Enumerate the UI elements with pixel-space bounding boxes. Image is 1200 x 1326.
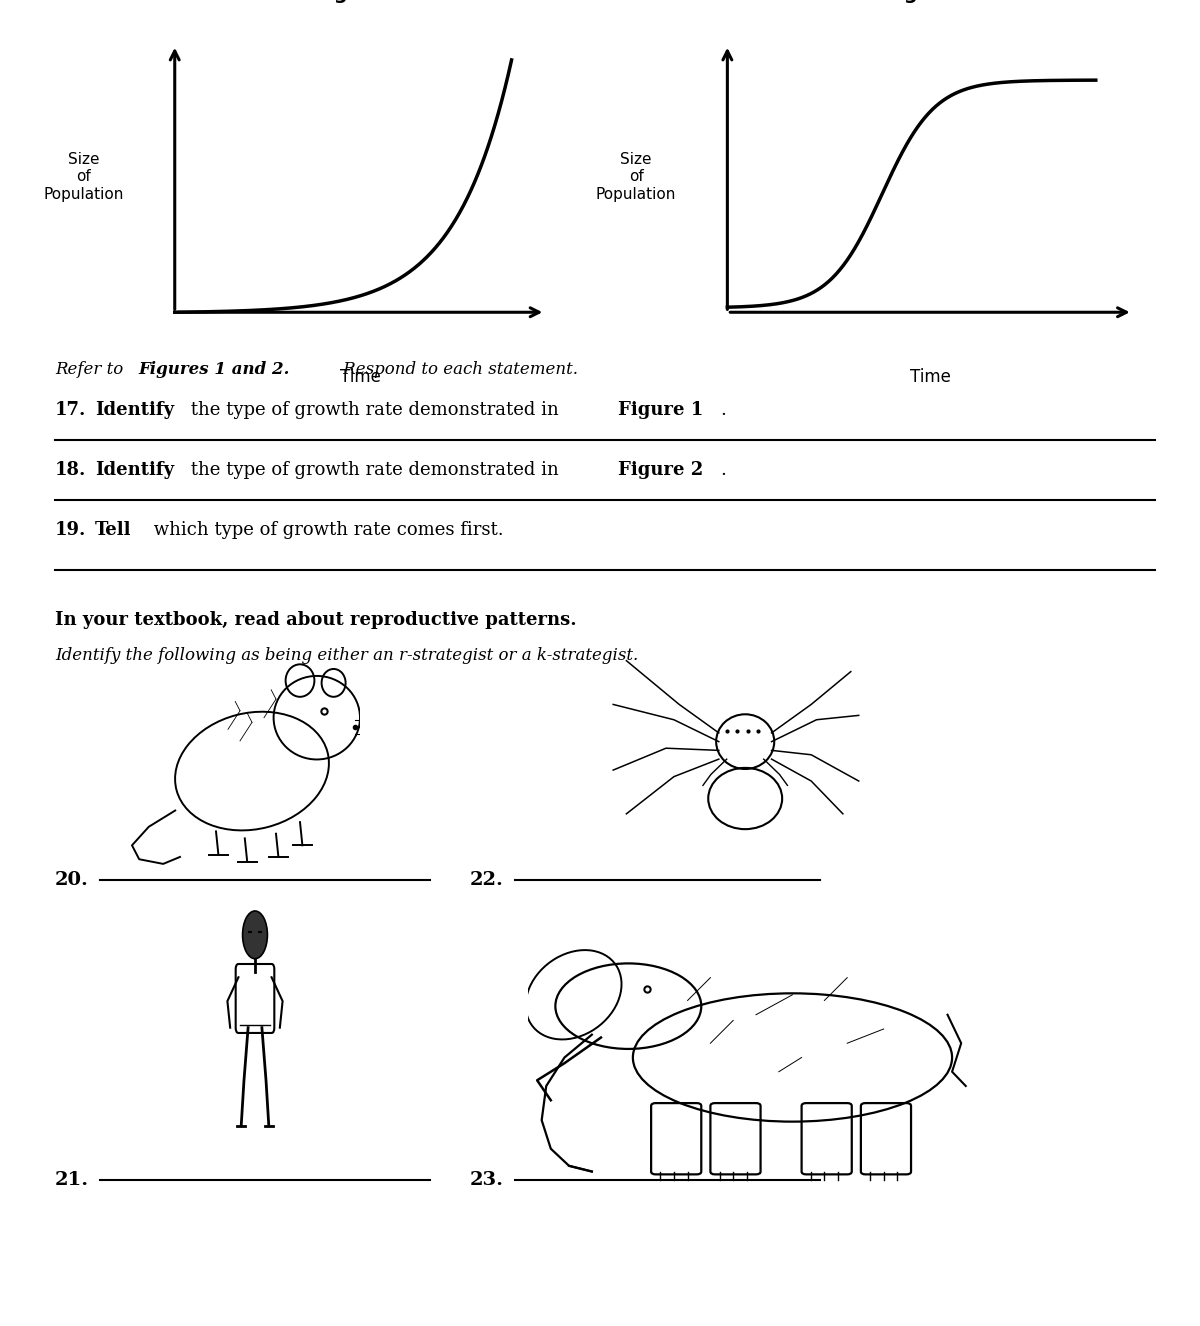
Text: 23.: 23. [470, 1171, 504, 1189]
Text: Identify: Identify [95, 400, 174, 419]
Text: Identify the following as being either an r-strategist or a k-strategist.: Identify the following as being either a… [55, 647, 638, 663]
Text: Identify: Identify [95, 461, 174, 479]
Text: Tell: Tell [95, 521, 132, 538]
Text: Figure 1: Figure 1 [618, 400, 703, 419]
Text: Refer to: Refer to [55, 362, 128, 378]
Text: Time: Time [340, 367, 380, 386]
Text: the type of growth rate demonstrated in: the type of growth rate demonstrated in [185, 400, 564, 419]
Text: .: . [720, 400, 726, 419]
Text: .: . [720, 461, 726, 479]
Text: Figure 1: Figure 1 [314, 0, 406, 3]
Text: 17.: 17. [55, 400, 86, 419]
Text: 20.: 20. [55, 871, 89, 888]
Circle shape [242, 911, 268, 959]
Text: 18.: 18. [55, 461, 86, 479]
Text: the type of growth rate demonstrated in: the type of growth rate demonstrated in [185, 461, 564, 479]
Text: Figure 2: Figure 2 [884, 0, 976, 3]
Text: Time: Time [910, 367, 950, 386]
Text: Figures 1 and 2.: Figures 1 and 2. [138, 362, 289, 378]
Text: 19.: 19. [55, 521, 86, 538]
Text: Figure 2: Figure 2 [618, 461, 703, 479]
Text: which type of growth rate comes first.: which type of growth rate comes first. [148, 521, 504, 538]
Text: 22.: 22. [470, 871, 504, 888]
Text: 21.: 21. [55, 1171, 89, 1189]
Text: Respond to each statement.: Respond to each statement. [338, 362, 578, 378]
Text: Size
of
Population: Size of Population [596, 151, 676, 202]
Text: Size
of
Population: Size of Population [43, 151, 124, 202]
Text: In your textbook, read about reproductive patterns.: In your textbook, read about reproductiv… [55, 611, 577, 629]
